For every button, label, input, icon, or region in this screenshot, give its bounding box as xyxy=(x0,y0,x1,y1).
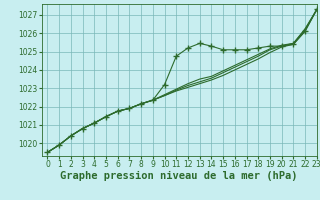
X-axis label: Graphe pression niveau de la mer (hPa): Graphe pression niveau de la mer (hPa) xyxy=(60,171,298,181)
